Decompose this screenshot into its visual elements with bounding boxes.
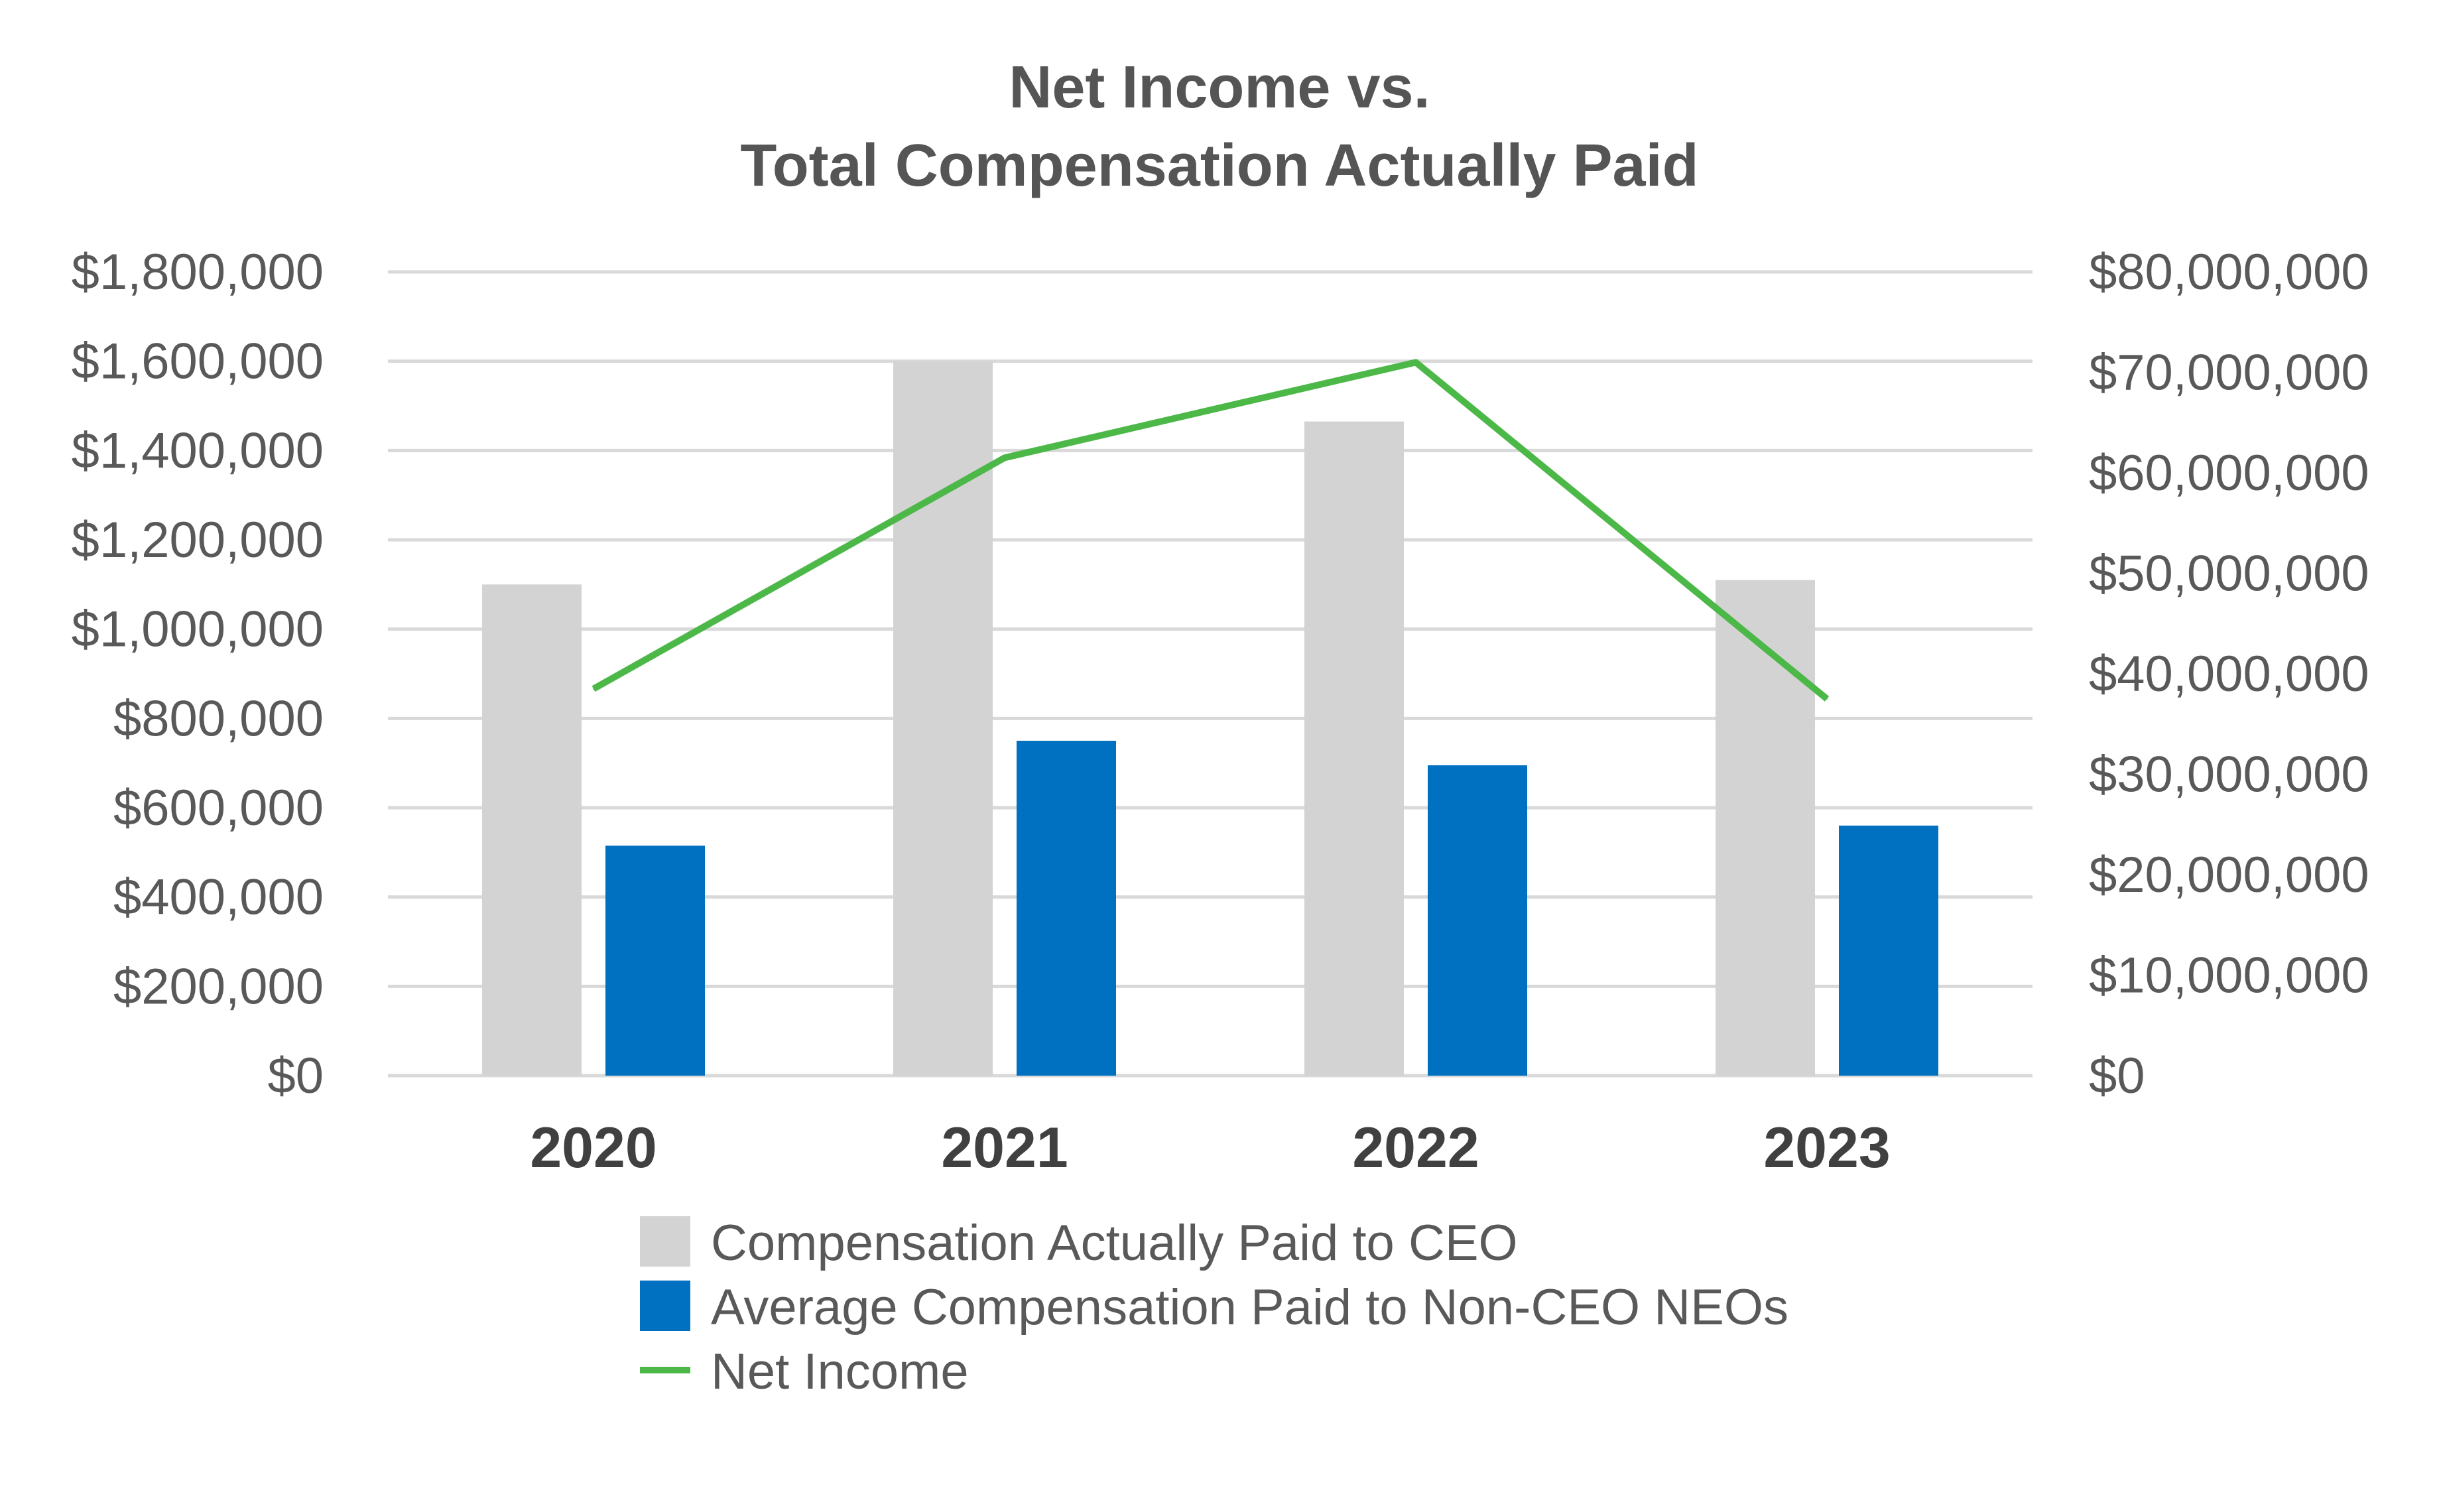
net-income-point-2021 — [1004, 457, 1005, 459]
y-left-tick-label: $1,200,000 — [72, 512, 324, 568]
net-income-point-2023 — [1826, 698, 1828, 700]
y-left-tick-label: $400,000 — [113, 869, 324, 926]
ceo-comp-bar-2020 — [482, 584, 582, 1076]
y-right-tick-label: $70,000,000 — [2089, 345, 2369, 401]
net-income-point-2022 — [1415, 361, 1416, 363]
x-tick-label: 2020 — [530, 1116, 657, 1180]
y-right-tick-label: $60,000,000 — [2089, 445, 2369, 501]
y-left-tick-label: $0 — [267, 1048, 324, 1104]
x-tick-label: 2023 — [1763, 1116, 1890, 1180]
y-left-tick-label: $800,000 — [113, 690, 324, 747]
legend-swatch-0 — [640, 1216, 690, 1267]
y-right-tick-label: $0 — [2089, 1048, 2145, 1104]
neo-comp-bar-2021 — [1017, 741, 1116, 1076]
ceo-comp-bar-2023 — [1716, 580, 1815, 1076]
legend-label-0: Compensation Actually Paid to CEO — [711, 1215, 1518, 1271]
chart-title-line2: Total Compensation Actually Paid — [740, 133, 1698, 199]
ceo-comp-bar-2022 — [1304, 421, 1404, 1076]
y-right-tick-label: $80,000,000 — [2089, 244, 2369, 300]
y-left-tick-label: $1,800,000 — [72, 244, 324, 300]
neo-comp-bar-2022 — [1428, 765, 1527, 1076]
y-axis-right: $80,000,000 $70,000,000 $60,000,000 $50,000… — [2089, 244, 2369, 1104]
y-right-tick-label: $10,000,000 — [2089, 948, 2369, 1004]
y-left-tick-label: $1,000,000 — [72, 601, 324, 658]
chart-title-line1: Net Income vs. — [1009, 54, 1430, 121]
neo-comp-bar-2020 — [605, 846, 705, 1076]
y-right-tick-label: $40,000,000 — [2089, 646, 2369, 702]
x-axis: 2020 2021 2022 2023 — [530, 1116, 1890, 1180]
net-income-line — [592, 359, 1830, 702]
y-right-tick-label: $50,000,000 — [2089, 546, 2369, 602]
y-axis-left: $1,800,000 $1,600,000 $1,400,000 $1,200,000… — [72, 244, 324, 1104]
legend-swatch-1 — [640, 1281, 690, 1331]
net-income-point-2020 — [593, 688, 594, 690]
y-right-tick-label: $20,000,000 — [2089, 847, 2369, 903]
y-right-tick-label: $30,000,000 — [2089, 747, 2369, 803]
legend: Compensation Actually Paid to CEO Average… — [640, 1215, 1788, 1400]
ceo-comp-bar-2021 — [893, 361, 993, 1076]
bars-group — [482, 361, 1938, 1076]
y-left-tick-label: $1,400,000 — [72, 422, 324, 479]
legend-label-1: Average Compensation Paid to Non-CEO NEO… — [711, 1279, 1788, 1336]
y-left-tick-label: $1,600,000 — [72, 334, 324, 390]
y-left-tick-label: $200,000 — [113, 958, 324, 1015]
y-left-tick-label: $600,000 — [113, 780, 324, 836]
x-tick-label: 2021 — [941, 1116, 1068, 1180]
neo-comp-bar-2023 — [1839, 825, 1938, 1076]
legend-label-2: Net Income — [711, 1344, 969, 1400]
net-income-line-group — [592, 359, 1830, 702]
x-tick-label: 2022 — [1352, 1116, 1479, 1180]
